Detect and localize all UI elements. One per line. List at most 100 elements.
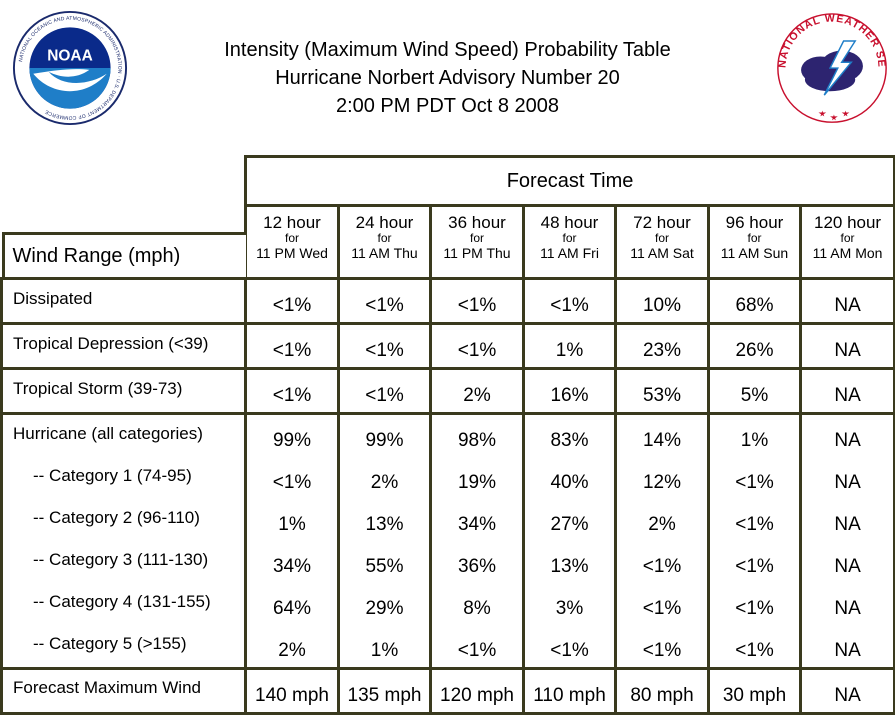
probability-table: Forecast Time Wind Range (mph) 12 hour for…	[0, 155, 895, 715]
value-cell: 140 mph	[244, 667, 340, 715]
value-cell: 2%	[429, 367, 525, 415]
row-label-cell: Forecast Maximum Wind	[0, 667, 247, 715]
probability-value: <1%	[642, 556, 682, 577]
column-for: for	[377, 231, 392, 245]
column-for: for	[284, 231, 299, 245]
wind-range-header: Wind Range (mph)	[1, 232, 246, 280]
row-label-cell: Tropical Depression (<39)	[0, 322, 247, 370]
probability-value: <1%	[365, 385, 404, 406]
probability-value: NA	[834, 295, 861, 316]
value-cell: 83% 40% 27% 13% 3% <1%	[522, 412, 617, 670]
probability-value: 2%	[278, 640, 306, 661]
value-cell: 53%	[614, 367, 710, 415]
probability-value: NA	[834, 685, 861, 706]
column-header: 120 hour for 11 AM Mon	[798, 204, 895, 280]
probability-value: 36%	[457, 556, 497, 577]
probability-value: <1%	[365, 340, 404, 361]
value-cell: <1%	[244, 367, 340, 415]
column-for: for	[469, 231, 484, 245]
probability-value: 19%	[457, 472, 497, 493]
row-label: Forecast Maximum Wind	[13, 678, 201, 697]
column-when: 11 AM Sun	[720, 245, 789, 261]
probability-value: 99%	[365, 430, 404, 451]
probability-value: 53%	[642, 385, 682, 406]
table-row-group: Forecast Maximum Wind 140 mph 135 mph 120 m…	[0, 667, 895, 715]
probability-value: <1%	[735, 472, 774, 493]
column-for: for	[840, 231, 855, 245]
value-cell: 99% <1% 1% 34% 64% 2%	[244, 412, 340, 670]
nws-logo: NATIONAL WEATHER SERVICE	[774, 8, 887, 123]
value-cell: 80 mph	[614, 667, 710, 715]
column-when: 11 AM Fri	[540, 245, 599, 261]
column-for: for	[747, 231, 762, 245]
probability-value: NA	[834, 430, 861, 451]
value-cell: <1%	[429, 277, 525, 325]
column-when: 11 AM Thu	[351, 245, 418, 261]
noaa-logo-text: NOAA	[47, 47, 93, 64]
value-cell: <1%	[337, 367, 432, 415]
value-cell: <1%	[244, 277, 340, 325]
value-cell: 10%	[614, 277, 710, 325]
probability-value: 30 mph	[722, 685, 787, 706]
column-hour: 24 hour	[355, 213, 414, 232]
probability-value: NA	[834, 472, 861, 493]
column-hour: 36 hour	[448, 213, 506, 232]
probability-value: 5%	[740, 385, 769, 406]
value-cell: NA	[798, 322, 895, 370]
row-label: -- Category 5 (>155)	[33, 634, 187, 653]
column-when: 11 PM Thu	[443, 245, 511, 261]
value-cell: NA	[798, 277, 895, 325]
value-cell: 5%	[707, 367, 802, 415]
page-header: NOAA NATIONAL OCEANIC AND ATMOSPHERIC AD…	[0, 0, 895, 150]
probability-value: NA	[834, 385, 861, 406]
probability-value: 34%	[457, 514, 497, 535]
probability-value: <1%	[735, 640, 774, 661]
column-header: 12 hour for 11 PM Wed	[244, 204, 340, 280]
row-label-cell: Dissipated	[0, 277, 247, 325]
value-cell: NA	[798, 667, 895, 715]
probability-value: <1%	[550, 640, 589, 661]
column-hour: 120 hour	[813, 213, 882, 232]
row-label-cell: Tropical Storm (39-73)	[0, 367, 247, 415]
title-line-2: Hurricane Norbert Advisory Number 20	[275, 67, 620, 89]
noaa-logo: NOAA NATIONAL OCEANIC AND ATMOSPHERIC AD…	[12, 10, 128, 126]
value-cell: <1%	[522, 277, 617, 325]
value-cell: 110 mph	[522, 667, 617, 715]
title-line-3: 2:00 PM PDT Oct 8 2008	[335, 95, 560, 117]
probability-value: 2%	[463, 385, 491, 406]
probability-value: 80 mph	[630, 685, 694, 706]
probability-value: 64%	[272, 598, 312, 619]
probability-value: 99%	[272, 430, 312, 451]
value-cell: NA	[798, 367, 895, 415]
value-cell: <1%	[244, 322, 340, 370]
row-label-cell: Hurricane (all categories) -- Category 1 …	[0, 412, 247, 670]
row-label: -- Category 1 (74-95)	[33, 466, 192, 485]
probability-value: 34%	[272, 556, 312, 577]
table-row-group: Dissipated <1% <1% <1% <1% 10% 68% NA	[0, 277, 895, 325]
probability-value: 83%	[550, 430, 589, 451]
probability-value: <1%	[457, 640, 497, 661]
value-cell: NA NA NA NA NA NA	[798, 412, 895, 670]
probability-value: NA	[834, 556, 861, 577]
value-cell: 120 mph	[429, 667, 525, 715]
title-line-1: Intensity (Maximum Wind Speed) Probabili…	[224, 39, 671, 61]
probability-value: 135 mph	[347, 685, 422, 706]
probability-value: <1%	[272, 472, 312, 493]
probability-value: 26%	[735, 340, 774, 361]
probability-value: 13%	[365, 514, 404, 535]
probability-value: 16%	[550, 385, 589, 406]
probability-value: <1%	[550, 295, 589, 316]
row-label: -- Category 4 (131-155)	[33, 592, 211, 611]
value-cell: 23%	[614, 322, 710, 370]
table-row-group: Hurricane (all categories) -- Category 1 …	[0, 412, 895, 670]
probability-value: <1%	[272, 295, 312, 316]
probability-value: 13%	[550, 556, 589, 577]
column-hour: 48 hour	[540, 213, 599, 232]
probability-value: NA	[834, 340, 861, 361]
column-for: for	[562, 231, 577, 245]
title-block: Intensity (Maximum Wind Speed) Probabili…	[150, 36, 745, 120]
probability-value: <1%	[735, 556, 774, 577]
forecast-time-header: Forecast Time	[243, 155, 895, 207]
probability-value: 140 mph	[255, 685, 329, 706]
column-when: 11 AM Sat	[630, 245, 694, 261]
